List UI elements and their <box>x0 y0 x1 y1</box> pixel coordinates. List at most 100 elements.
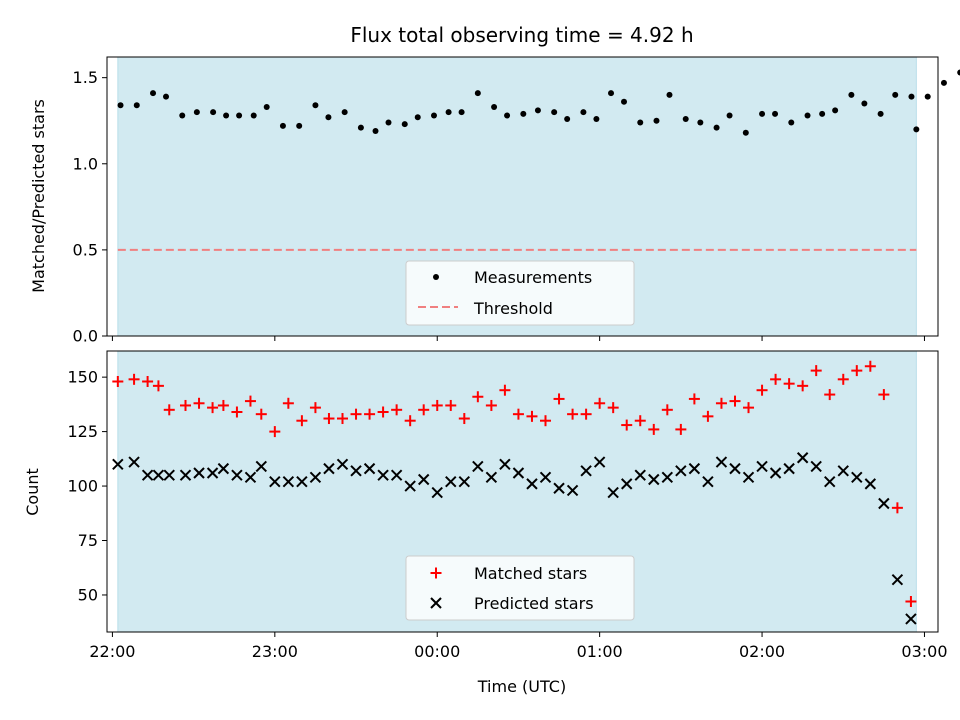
predicted-star-point <box>128 456 140 468</box>
matched-star-point <box>472 391 484 403</box>
measurement-point <box>117 102 124 109</box>
predicted-star-point <box>244 471 257 484</box>
x-b <box>837 465 849 477</box>
measurement-point <box>250 112 257 119</box>
matched-star-point <box>743 402 755 414</box>
x-b <box>810 460 822 473</box>
matched-star-point <box>207 402 219 414</box>
top-y-tick-label: 0.5 <box>73 240 98 259</box>
matched-star-point <box>607 402 619 414</box>
matched-star-point <box>702 410 714 422</box>
matched-star-point <box>255 408 267 420</box>
measurement-point <box>957 69 960 76</box>
x-tick-label: 00:00 <box>414 642 460 661</box>
predicted-star-point <box>458 475 471 488</box>
measurement-point <box>877 110 884 117</box>
x-b <box>891 574 904 586</box>
bottom-y-tick-label: 100 <box>67 477 98 496</box>
measurement-point <box>713 124 720 131</box>
measurement-point <box>621 98 628 105</box>
x-b <box>688 462 701 475</box>
legend-label-threshold: Threshold <box>473 299 553 318</box>
predicted-star-point <box>851 471 863 484</box>
x-tick-label: 02:00 <box>739 642 785 661</box>
predicted-star-point <box>350 465 362 477</box>
matched-star-point <box>323 413 335 425</box>
matched-star-point <box>824 389 836 401</box>
matched-star-point <box>810 365 822 377</box>
measurement-point <box>564 116 571 122</box>
x-b <box>539 471 552 484</box>
x-b <box>350 465 362 477</box>
predicted-star-point <box>141 469 154 481</box>
predicted-star-point <box>417 473 430 486</box>
predicted-star-point <box>512 467 525 479</box>
x-b <box>244 471 257 484</box>
matched-star-point <box>458 413 470 425</box>
x-b <box>141 469 154 481</box>
measurement-point <box>913 126 920 133</box>
matched-star-point <box>553 393 565 405</box>
x-b <box>851 471 863 484</box>
measurement-point <box>179 112 186 119</box>
matched-star-point <box>837 373 849 385</box>
predicted-star-point <box>193 467 205 479</box>
matched-star-point <box>675 423 687 435</box>
x-b <box>607 486 619 499</box>
predicted-star-point <box>445 475 457 488</box>
predicted-star-point <box>206 467 219 479</box>
matched-star-point <box>269 426 281 438</box>
measurement-point <box>924 93 931 100</box>
matched-star-point <box>783 378 795 390</box>
predicted-star-point <box>715 456 728 468</box>
matched-star-point <box>179 399 191 411</box>
bottom-y-axis-label: Count <box>23 468 42 516</box>
x-b <box>417 473 430 486</box>
matched-star-point <box>309 402 321 414</box>
x-b <box>648 473 660 486</box>
x-b <box>864 478 877 490</box>
measurement-point <box>296 122 303 129</box>
x-b <box>336 458 349 470</box>
x-b <box>296 475 308 488</box>
x-b <box>430 597 442 609</box>
bottom-y-tick-label: 75 <box>78 531 98 550</box>
x-b <box>796 452 809 464</box>
x-b <box>363 462 376 475</box>
measurement-point <box>772 110 779 117</box>
matched-star-point <box>418 404 430 416</box>
legend-label-measurements: Measurements <box>474 268 592 287</box>
measurement-point <box>551 109 558 116</box>
matched-star-point <box>634 415 646 427</box>
x-b <box>905 613 917 625</box>
predicted-star-point <box>566 484 579 497</box>
predicted-star-point <box>282 475 295 488</box>
predicted-star-point <box>323 462 335 475</box>
top-panel: 0.0 0.5 1.0 1.5 Measurements Threshold <box>73 56 960 346</box>
predicted-star-point <box>112 458 124 470</box>
x-b <box>309 471 322 484</box>
matched-star-point <box>661 404 673 416</box>
bottom-panel: 50 75 100 125 150 22:00 23:00 00:00 01:00 02:00 03… <box>67 350 948 661</box>
x-b <box>878 497 890 510</box>
x-b <box>112 458 124 470</box>
predicted-star-point <box>526 478 538 490</box>
predicted-star-point <box>837 465 849 477</box>
predicted-star-point <box>905 613 917 625</box>
measurement-point <box>848 91 855 98</box>
matched-star-point <box>282 397 294 409</box>
x-b <box>390 469 403 481</box>
chart-title: Flux total observing time = 4.92 h <box>350 23 693 47</box>
matched-star-point <box>567 408 579 420</box>
matched-star-point <box>851 365 863 377</box>
top-legend-box <box>405 260 635 326</box>
measurement-point <box>491 103 498 110</box>
predicted-star-point <box>593 456 606 468</box>
bottom-legend-box <box>405 555 635 621</box>
matched-star-point <box>770 373 782 385</box>
x-b <box>499 458 511 470</box>
matched-star-point <box>729 395 741 407</box>
x-b <box>282 475 295 488</box>
legend-label-predicted: Predicted stars <box>474 594 594 613</box>
x-b <box>783 462 795 475</box>
